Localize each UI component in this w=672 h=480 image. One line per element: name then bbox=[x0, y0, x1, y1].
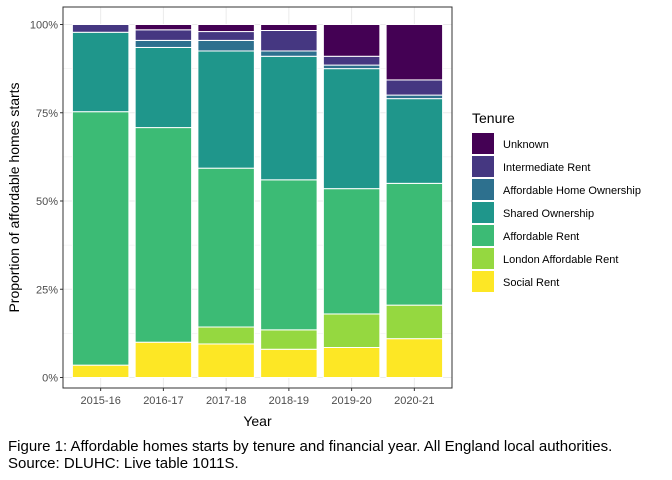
bars bbox=[71, 24, 444, 379]
y-tick-label: 100% bbox=[30, 20, 58, 32]
bar-segment bbox=[134, 127, 193, 343]
legend-swatch bbox=[472, 133, 494, 154]
figure-caption: Figure 1: Affordable homes starts by ten… bbox=[8, 438, 668, 472]
bar-segment bbox=[71, 24, 130, 33]
bar-segment bbox=[322, 346, 381, 378]
legend-item: Affordable Rent bbox=[472, 225, 579, 246]
legend-label: London Affordable Rent bbox=[503, 254, 618, 266]
y-tick-label: 0% bbox=[42, 373, 58, 385]
bar-segment bbox=[134, 24, 193, 31]
bar-segment bbox=[197, 167, 255, 328]
bar-segment bbox=[385, 94, 444, 100]
legend-swatch bbox=[472, 248, 494, 269]
legend-item: Shared Ownership bbox=[472, 202, 594, 223]
x-axis-title: Year bbox=[243, 413, 272, 429]
legend-label: Shared Ownership bbox=[503, 208, 594, 220]
legend-label: Affordable Home Ownership bbox=[503, 185, 641, 197]
bar-segment bbox=[322, 64, 381, 70]
bar-segment bbox=[71, 31, 130, 113]
bar-segment bbox=[71, 111, 130, 366]
bar-stack-2019-20 bbox=[322, 24, 381, 378]
legend-items: Unknown Intermediate Rent Affordable Home … bbox=[472, 133, 641, 292]
caption-line-1: Figure 1: Affordable homes starts by ten… bbox=[8, 438, 613, 455]
x-tick-label: 2019-20 bbox=[331, 395, 371, 407]
y-tick-label: 75% bbox=[36, 108, 58, 120]
x-tick-label: 2018-19 bbox=[269, 395, 309, 407]
legend-item: London Affordable Rent bbox=[472, 248, 618, 269]
x-tick-label: 2016-17 bbox=[143, 395, 183, 407]
bar-segment bbox=[322, 68, 381, 190]
bar-segment bbox=[385, 79, 444, 96]
bar-segment bbox=[385, 24, 444, 81]
legend-label: Social Rent bbox=[503, 277, 559, 289]
legend-swatch bbox=[472, 271, 494, 292]
bar-segment bbox=[134, 341, 193, 379]
legend-title: Tenure bbox=[472, 110, 515, 126]
bar-segment bbox=[322, 55, 381, 66]
bar-segment bbox=[322, 313, 381, 348]
bar-segment bbox=[385, 182, 444, 306]
plot-panel-border bbox=[62, 6, 453, 389]
bar-segment bbox=[260, 24, 318, 32]
bar-segment bbox=[260, 55, 318, 181]
x-axis: 2015-16 2016-17 2017-18 2018-19 2019-20 2020-… bbox=[80, 388, 435, 407]
bar-segment bbox=[385, 304, 444, 340]
bar-segment bbox=[260, 179, 318, 331]
legend-swatch bbox=[472, 179, 494, 200]
bar-segment bbox=[322, 188, 381, 315]
legend-item: Social Rent bbox=[472, 271, 559, 292]
caption-line-2: Source: DLUHC: Live table 1011S. bbox=[8, 455, 239, 472]
bar-segment bbox=[385, 98, 444, 184]
legend-swatch bbox=[472, 156, 494, 177]
legend-item: Intermediate Rent bbox=[472, 156, 590, 177]
y-tick-label: 50% bbox=[36, 196, 58, 208]
legend-swatch bbox=[472, 202, 494, 223]
legend-label: Intermediate Rent bbox=[503, 162, 590, 174]
bar-stack-2016-17 bbox=[134, 24, 193, 379]
bar-segment bbox=[197, 326, 255, 345]
bar-stack-2018-19 bbox=[260, 24, 318, 379]
legend-label: Unknown bbox=[503, 139, 549, 151]
bar-segment bbox=[71, 364, 130, 378]
legend-item: Unknown bbox=[472, 133, 549, 154]
legend: Tenure Unknown Intermediate Rent Affordabl… bbox=[472, 110, 641, 292]
bar-segment bbox=[385, 338, 444, 379]
legend-swatch bbox=[472, 225, 494, 246]
y-tick-label: 25% bbox=[36, 284, 58, 296]
bar-segment bbox=[197, 50, 255, 169]
bar-segment bbox=[134, 39, 193, 48]
legend-item: Affordable Home Ownership bbox=[472, 179, 641, 200]
legend-label: Affordable Rent bbox=[503, 231, 579, 243]
bar-stack-2020-21 bbox=[385, 24, 444, 379]
stacked-bar-chart: 0%25%50%75%100% 2015-16 2016-17 2017-18 201… bbox=[6, 6, 641, 429]
bar-segment bbox=[197, 39, 255, 52]
bar-stack-2015-16 bbox=[71, 24, 130, 378]
bar-stack-2017-18 bbox=[197, 24, 255, 378]
x-tick-label: 2015-16 bbox=[80, 395, 120, 407]
bar-segment bbox=[260, 30, 318, 52]
bar-segment bbox=[134, 46, 193, 129]
bar-segment bbox=[260, 329, 318, 350]
bar-segment bbox=[260, 348, 318, 379]
bar-segment bbox=[134, 29, 193, 41]
bar-segment bbox=[197, 343, 255, 378]
bar-segment bbox=[260, 50, 318, 57]
x-tick-label: 2017-18 bbox=[206, 395, 246, 407]
bar-segment bbox=[197, 24, 255, 33]
bar-segment bbox=[197, 31, 255, 41]
x-tick-label: 2020-21 bbox=[394, 395, 434, 407]
bar-segment bbox=[322, 24, 381, 57]
y-axis-title: Proportion of affordable homes starts bbox=[6, 82, 22, 312]
y-axis: 0% 25% 50% 75% 100% bbox=[30, 20, 63, 385]
